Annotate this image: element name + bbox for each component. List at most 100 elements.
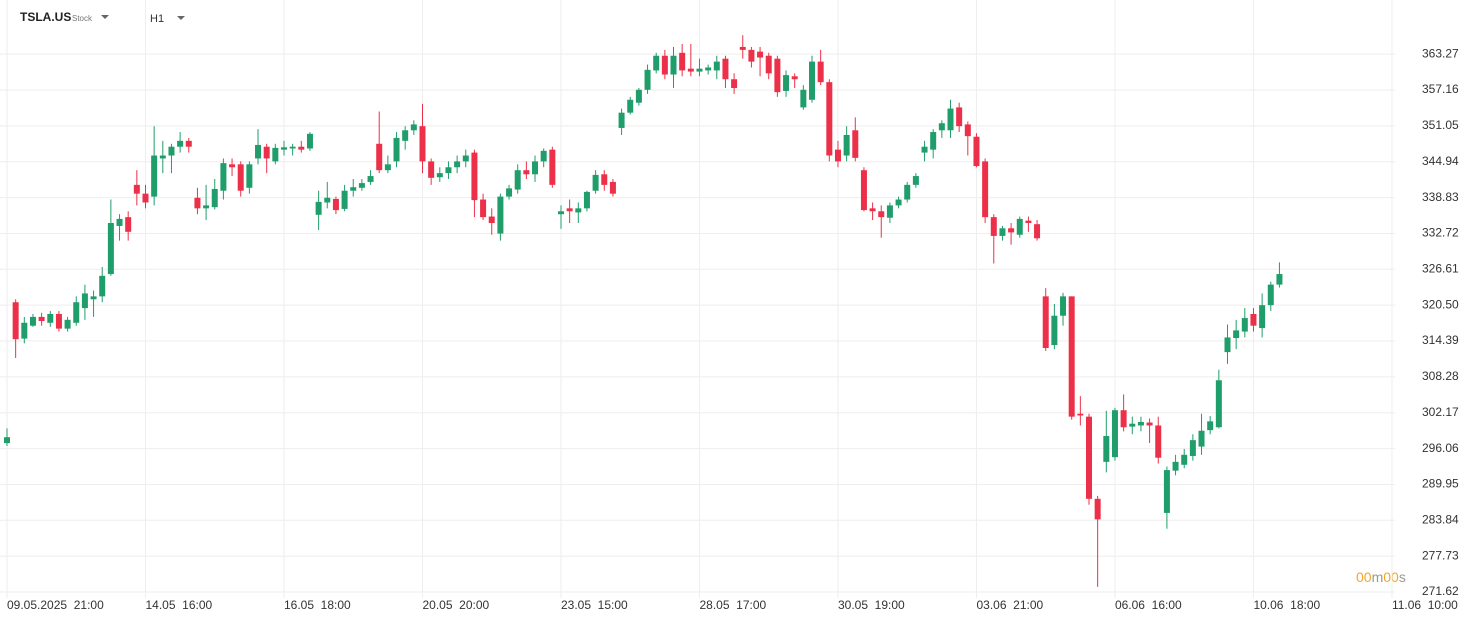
candle-body	[990, 217, 997, 236]
candle-body	[774, 58, 781, 93]
candle-body	[912, 176, 919, 185]
candle-body	[601, 174, 608, 185]
grid	[0, 0, 1395, 598]
candle-body	[194, 197, 201, 209]
candle-body	[826, 82, 833, 156]
y-tick-label: 320.50	[1422, 297, 1459, 311]
candle-body	[1008, 228, 1015, 233]
candle-body	[618, 112, 625, 128]
candle-body	[90, 296, 97, 300]
candle-body	[159, 155, 166, 159]
candle-body	[4, 437, 10, 444]
candle-body	[800, 89, 807, 108]
candle-body	[55, 313, 62, 329]
candle-body	[384, 164, 391, 171]
candle-body	[938, 123, 945, 131]
candle-body	[203, 205, 210, 209]
symbol-dropdown[interactable]	[101, 15, 109, 19]
candle-body	[419, 126, 426, 162]
candle-body	[1060, 296, 1067, 316]
candle-body	[116, 218, 123, 226]
candle-body	[1034, 224, 1041, 239]
candle-body	[722, 58, 729, 80]
y-tick-label: 326.61	[1422, 261, 1459, 275]
candle-body	[549, 149, 556, 185]
y-tick-label: 363.27	[1422, 46, 1459, 60]
candle-body	[739, 46, 746, 50]
candle-body	[635, 89, 642, 103]
candle-body	[358, 183, 365, 188]
y-tick-label: 308.28	[1422, 369, 1459, 383]
candle-body	[1276, 274, 1283, 285]
candle-body	[679, 52, 686, 71]
candle-body	[1172, 461, 1179, 471]
candle-body	[523, 170, 530, 175]
candle-body	[627, 99, 634, 113]
candle-body	[29, 316, 36, 326]
candle-body	[834, 149, 841, 162]
candle-body	[488, 216, 495, 224]
candle-body	[480, 199, 487, 218]
candle-body	[886, 205, 893, 218]
candle-body	[696, 68, 703, 72]
candle-body	[142, 193, 149, 203]
x-tick-label: 28.05 17:00	[699, 598, 766, 612]
y-tick-label: 296.06	[1422, 441, 1459, 455]
candle-body	[1077, 413, 1084, 416]
candle-body	[151, 155, 158, 197]
y-tick-label: 283.84	[1422, 512, 1459, 526]
y-tick-label: 302.17	[1422, 405, 1459, 419]
candle-body	[1111, 410, 1118, 458]
candle-body	[973, 136, 980, 167]
candle-body	[21, 322, 28, 339]
candle-body	[1025, 220, 1032, 224]
candle-body	[791, 76, 798, 80]
candle-body	[436, 173, 443, 178]
candle-body	[306, 133, 313, 149]
instrument-type: Stock	[72, 14, 93, 23]
x-tick-label: 23.05 15:00	[561, 598, 628, 612]
timeframe[interactable]: H1	[150, 13, 164, 25]
timeframe-dropdown[interactable]	[177, 16, 185, 20]
candle-body	[168, 146, 175, 156]
candle-body	[255, 144, 262, 159]
candle-body	[393, 137, 400, 162]
symbol[interactable]: TSLA.US	[20, 10, 71, 24]
candle-body	[705, 67, 712, 71]
candle-body	[999, 228, 1006, 236]
y-tick-label: 344.94	[1422, 154, 1459, 168]
candle-body	[930, 132, 937, 150]
candle-body	[661, 55, 668, 75]
candle-body	[817, 61, 824, 83]
candle-body	[298, 146, 305, 150]
candle-body	[1267, 284, 1274, 306]
candle-body	[904, 184, 911, 200]
y-tick-label: 351.05	[1422, 118, 1459, 132]
candle-body	[289, 146, 296, 149]
candle-body	[81, 293, 88, 309]
candle-body	[133, 184, 140, 194]
y-tick-label: 277.73	[1422, 548, 1459, 562]
y-tick-label: 332.72	[1422, 226, 1459, 240]
candle-body	[731, 79, 738, 89]
candle-body	[687, 68, 694, 72]
candle-body	[566, 208, 573, 212]
candle-body	[1259, 305, 1266, 329]
candle-body	[454, 161, 461, 168]
candle-body	[177, 140, 184, 147]
candle-body	[713, 61, 720, 71]
candle-body	[47, 313, 54, 323]
candle-body	[185, 140, 192, 147]
candle-body	[592, 174, 599, 191]
y-tick-label: 338.83	[1422, 190, 1459, 204]
candle-body	[748, 49, 755, 62]
candle-body	[1094, 498, 1101, 520]
candle-body	[1241, 318, 1248, 332]
candle-body	[514, 170, 521, 190]
candle-body	[341, 190, 348, 209]
candle-body	[1155, 425, 1162, 458]
candle-body	[246, 164, 253, 188]
x-tick-label: 30.05 19:00	[838, 598, 905, 612]
candle-body	[809, 61, 816, 100]
candle-body	[471, 152, 478, 201]
